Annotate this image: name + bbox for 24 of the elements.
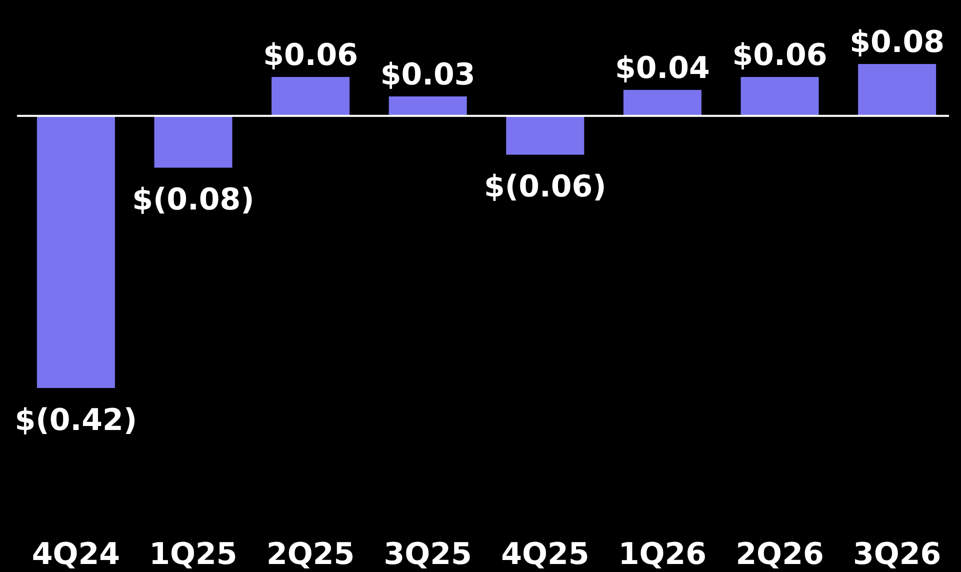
x-tick-label: 1Q26 (618, 537, 707, 572)
bar (36, 116, 115, 388)
x-tick-label: 2Q25 (266, 537, 355, 572)
x-tick-label: 3Q26 (852, 537, 942, 572)
data-label: $(0.42) (14, 403, 138, 438)
data-label: $0.04 (615, 50, 710, 86)
data-label: $(0.06) (484, 170, 606, 205)
x-tick-label: 1Q25 (149, 537, 238, 572)
data-label: $0.06 (732, 38, 828, 73)
bar (740, 76, 819, 116)
data-label: $0.08 (850, 25, 945, 60)
bar (388, 96, 467, 116)
x-tick-label: 4Q24 (32, 537, 120, 572)
data-label: $0.03 (380, 57, 476, 92)
x-tick-label: 4Q25 (501, 537, 590, 572)
x-tick-label: 2Q26 (736, 537, 824, 572)
data-label: $(0.08) (132, 182, 254, 218)
bar (154, 116, 232, 168)
bar (272, 76, 350, 116)
data-label: $0.06 (263, 38, 358, 73)
bar (506, 116, 584, 155)
x-tick-label: 3Q25 (384, 537, 472, 572)
bar (623, 90, 702, 116)
bar (858, 64, 936, 116)
